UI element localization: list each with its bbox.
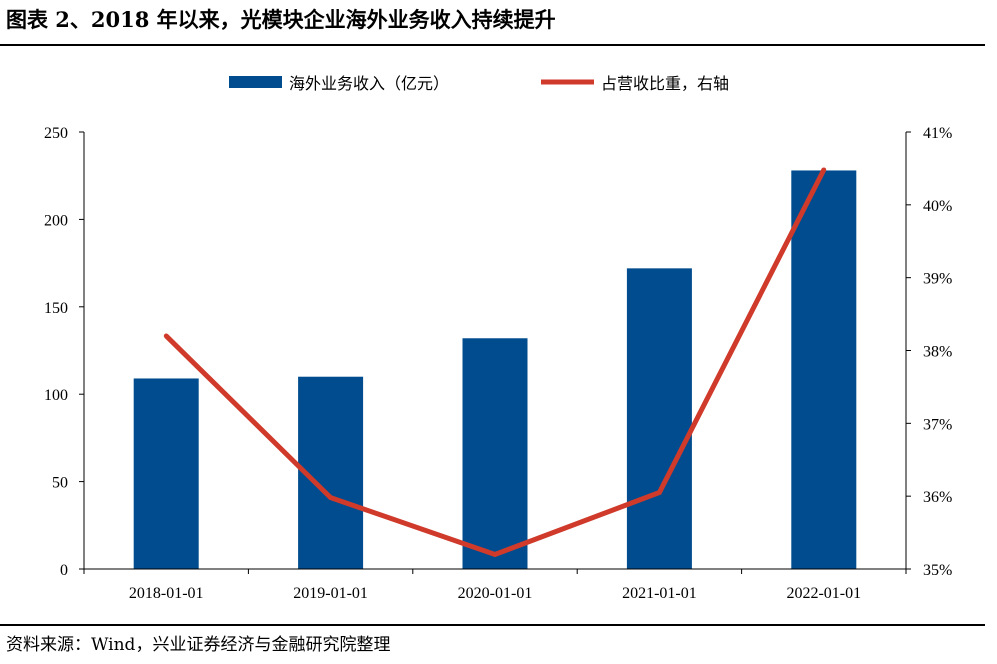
- top-rule: [0, 44, 985, 46]
- line-point-2020-01-01: [492, 552, 498, 557]
- legend-label-line: 占营收比重，右轴: [601, 74, 729, 93]
- x-tick-label: 2019-01-01: [293, 585, 368, 602]
- line-point-2021-01-01: [657, 490, 662, 495]
- legend-swatch-bar: [229, 76, 282, 88]
- left-tick-label: 200: [44, 212, 68, 229]
- source-note: 资料来源：Wind，兴业证券经济与金融研究院整理: [6, 635, 391, 655]
- x-tick-label: 2018-01-01: [129, 585, 204, 602]
- left-tick-label: 250: [44, 125, 68, 142]
- line-point-2019-01-01: [328, 495, 333, 501]
- bar-2022-01-01: [791, 170, 857, 569]
- right-tick-label: 41%: [923, 125, 952, 142]
- chart-title: 图表 2、2018 年以来，光模块企业海外业务收入持续提升: [6, 7, 556, 32]
- left-tick-label: 50: [52, 475, 68, 492]
- line-point-2018-01-01: [163, 333, 169, 339]
- bar-2021-01-01: [626, 268, 692, 569]
- legend: 海外业务收入（亿元） 占营收比重，右轴: [229, 74, 729, 93]
- line-point-2022-01-01: [821, 167, 827, 173]
- right-tick-label: 40%: [923, 198, 952, 215]
- bar-2020-01-01: [462, 338, 528, 569]
- left-tick-label: 0: [60, 562, 68, 579]
- bar-2018-01-01: [133, 378, 199, 569]
- x-tick-label: 2020-01-01: [458, 585, 533, 602]
- legend-label-bar: 海外业务收入（亿元）: [289, 74, 449, 93]
- left-tick-label: 150: [44, 300, 68, 317]
- right-tick-label: 37%: [923, 416, 952, 433]
- right-tick-label: 36%: [923, 489, 952, 506]
- bottom-rule: [0, 624, 985, 626]
- x-tick-label: 2021-01-01: [622, 585, 697, 602]
- right-tick-label: 35%: [923, 562, 952, 579]
- left-tick-label: 100: [44, 387, 68, 404]
- right-tick-label: 39%: [923, 271, 952, 288]
- right-tick-label: 38%: [923, 344, 952, 361]
- x-tick-label: 2022-01-01: [786, 585, 861, 602]
